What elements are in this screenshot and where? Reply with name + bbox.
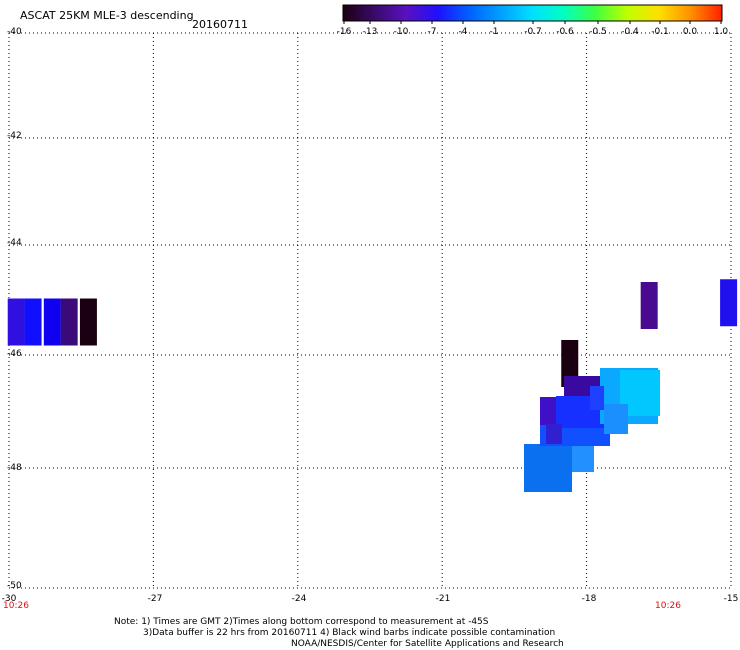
wind-cell xyxy=(79,298,97,346)
cluster-block xyxy=(604,404,628,434)
lon-label: -30 xyxy=(1,594,17,604)
wind-cell xyxy=(561,339,579,387)
lat-label: -42 xyxy=(7,131,22,141)
colorbar-label: -0.1 xyxy=(651,27,669,37)
product-title: ASCAT 25KM MLE-3 descending xyxy=(20,9,194,22)
colorbar-label: 1.0 xyxy=(713,27,729,37)
lat-label: -46 xyxy=(7,349,22,359)
wind-cells xyxy=(7,279,738,387)
colorbar xyxy=(342,4,723,24)
cluster-block xyxy=(524,444,572,492)
wind-cell xyxy=(60,298,78,346)
lon-label: -18 xyxy=(581,594,597,604)
cluster-block xyxy=(540,397,558,425)
colorbar-label: -13 xyxy=(362,27,378,37)
colorbar-strip xyxy=(342,4,723,22)
colorbar-label: -10 xyxy=(393,27,409,37)
wind-cell xyxy=(43,298,61,346)
lon-label: -21 xyxy=(435,594,451,604)
time-label-left: 10:26 xyxy=(3,601,29,611)
cluster-block xyxy=(590,386,604,410)
note-line-3: NOAA/NESDIS/Center for Satellite Applica… xyxy=(291,639,564,649)
colorbar-label: -0.6 xyxy=(556,27,574,37)
lat-label: -50 xyxy=(7,581,22,591)
wind-cell xyxy=(24,298,42,346)
colorbar-label: -0.5 xyxy=(589,27,607,37)
colorbar-label: -0.4 xyxy=(621,27,639,37)
colorbar-label: -16 xyxy=(336,27,352,37)
lon-label: -27 xyxy=(147,594,163,604)
lat-label: -40 xyxy=(7,27,22,37)
wind-cluster xyxy=(524,368,660,492)
wind-cell xyxy=(640,282,658,329)
product-date: 20160711 xyxy=(192,18,248,31)
lat-label: -44 xyxy=(7,238,22,248)
note-line-2: 3)Data buffer is 22 hrs from 20160711 4)… xyxy=(143,628,556,638)
colorbar-label: -7 xyxy=(427,27,437,37)
lat-label: -48 xyxy=(7,463,22,473)
lon-label: -15 xyxy=(723,594,739,604)
colorbar-label: -4 xyxy=(458,27,468,37)
map-grid xyxy=(8,32,732,589)
colorbar-label: 0.0 xyxy=(682,27,698,37)
lon-label: -24 xyxy=(291,594,307,604)
wind-cell xyxy=(720,279,738,327)
note-line-1: Note: 1) Times are GMT 2)Times along bot… xyxy=(114,617,489,627)
colorbar-label: -1 xyxy=(489,27,499,37)
wind-cell xyxy=(7,298,25,346)
cluster-block xyxy=(572,444,594,472)
colorbar-label: -0.7 xyxy=(524,27,542,37)
time-label-right: 10:26 xyxy=(655,601,681,611)
cluster-block xyxy=(546,424,562,444)
